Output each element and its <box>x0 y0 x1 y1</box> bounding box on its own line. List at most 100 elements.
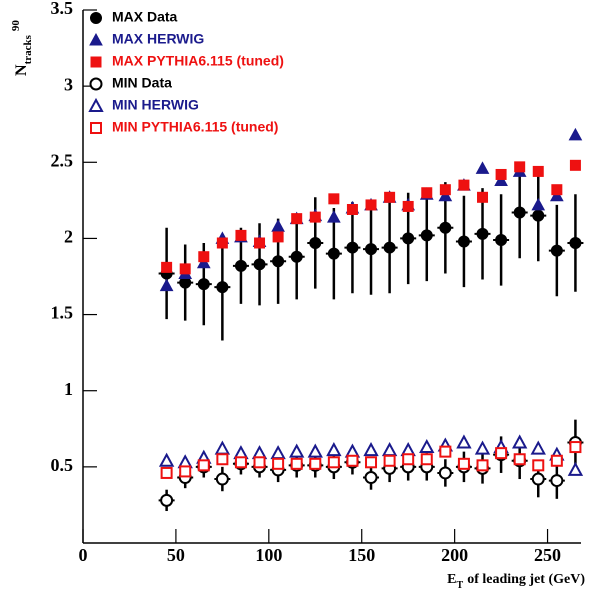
marker <box>495 447 508 460</box>
marker <box>196 255 211 269</box>
marker <box>272 255 285 268</box>
marker <box>216 237 228 249</box>
marker <box>456 434 472 449</box>
legend-marker <box>90 56 102 68</box>
marker <box>550 188 564 202</box>
marker <box>381 442 398 457</box>
marker <box>474 440 491 455</box>
marker <box>439 445 452 458</box>
marker <box>234 456 247 469</box>
marker <box>327 247 340 260</box>
legend-label: MAX Data <box>112 9 178 25</box>
marker <box>271 219 285 232</box>
y-label-sub: tracks <box>22 34 34 64</box>
x-tick-label: 0 <box>79 545 88 565</box>
x-label-main: E <box>447 572 456 587</box>
marker <box>365 243 378 256</box>
marker <box>532 165 544 177</box>
marker <box>364 471 378 485</box>
marker <box>327 210 341 223</box>
marker <box>420 229 433 242</box>
marker <box>567 461 584 476</box>
marker <box>365 199 377 211</box>
marker <box>550 454 563 467</box>
marker <box>160 466 173 479</box>
y-tick-label: 0.5 <box>51 455 74 475</box>
marker <box>328 193 340 205</box>
marker <box>290 250 303 263</box>
marker <box>161 261 173 273</box>
y-tick-label: 3.5 <box>51 0 74 18</box>
marker <box>530 440 546 455</box>
marker <box>290 457 303 470</box>
marker <box>160 493 174 507</box>
marker <box>513 453 526 466</box>
marker <box>253 456 266 469</box>
marker <box>494 173 508 187</box>
marker <box>307 443 323 458</box>
marker <box>514 161 526 173</box>
marker <box>309 457 322 470</box>
legend-label: MAX HERWIG <box>112 31 204 47</box>
marker <box>550 244 563 257</box>
marker <box>457 235 470 248</box>
legend-marker <box>90 122 102 134</box>
marker <box>420 453 433 466</box>
marker <box>363 442 379 457</box>
marker <box>198 251 210 263</box>
marker <box>216 281 229 294</box>
marker <box>531 197 546 211</box>
legend-label: MIN HERWIG <box>112 97 199 113</box>
marker <box>326 442 342 457</box>
marker <box>327 456 340 469</box>
marker <box>383 241 396 254</box>
x-tick-label: 250 <box>534 545 561 565</box>
marker <box>419 438 435 454</box>
marker <box>216 453 229 466</box>
marker <box>439 221 452 234</box>
marker <box>214 440 231 455</box>
marker <box>158 452 175 467</box>
marker <box>272 231 284 243</box>
marker <box>383 454 396 467</box>
x-axis-label: ET of leading jet (GeV) <box>447 572 585 591</box>
legend-label: MIN Data <box>112 75 172 91</box>
marker <box>532 459 545 472</box>
marker <box>568 127 583 141</box>
legend-marker <box>88 97 104 112</box>
marker <box>289 443 305 458</box>
marker <box>477 191 489 203</box>
marker <box>476 459 489 472</box>
marker <box>365 456 378 469</box>
marker <box>291 213 303 225</box>
marker <box>402 453 415 466</box>
y-tick-label: 1 <box>64 379 73 399</box>
marker <box>551 184 563 196</box>
marker <box>569 159 581 171</box>
legend-label: MAX PYTHIA6.115 (tuned) <box>112 53 284 69</box>
marker <box>511 434 528 449</box>
marker <box>384 191 396 203</box>
marker <box>531 472 545 486</box>
y-label-sup: 90 <box>10 20 22 32</box>
marker <box>346 241 359 254</box>
marker <box>159 278 174 292</box>
marker <box>346 203 358 215</box>
y-label-main: N <box>13 64 30 76</box>
marker <box>234 259 247 272</box>
y-tick-label: 3 <box>64 74 73 94</box>
marker <box>402 200 414 212</box>
marker <box>235 229 247 241</box>
marker <box>513 206 526 219</box>
x-tick-label: 150 <box>348 545 375 565</box>
marker <box>421 187 433 199</box>
legend-marker <box>89 32 103 46</box>
legend-label: MIN PYTHIA6.115 (tuned) <box>112 119 278 135</box>
marker <box>475 161 490 174</box>
y-axis-label: Ntracks90 <box>10 20 34 76</box>
marker <box>309 236 322 249</box>
marker <box>438 466 452 480</box>
marker <box>402 232 415 245</box>
marker <box>457 457 470 470</box>
